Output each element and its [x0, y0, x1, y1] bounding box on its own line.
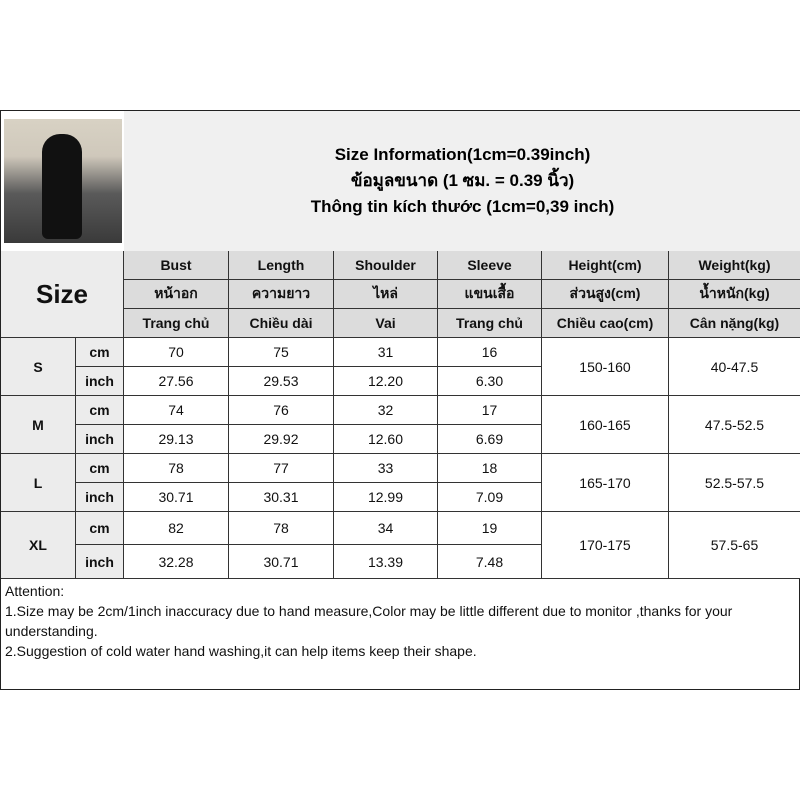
cell-cm: 32 — [334, 396, 438, 425]
unit-inch: inch — [76, 425, 124, 454]
column-header: Bust — [124, 251, 229, 280]
cell-inch: 12.99 — [334, 483, 438, 512]
attention-notes: Attention: 1.Size may be 2cm/1inch inacc… — [1, 579, 799, 663]
cell-inch: 30.71 — [124, 483, 229, 512]
model-figure — [42, 134, 82, 239]
cell-cm: 77 — [229, 454, 334, 483]
column-header: ความยาว — [229, 280, 334, 309]
cell-cm: 16 — [438, 338, 542, 367]
cell-inch: 30.71 — [229, 545, 334, 579]
cell-inch: 12.20 — [334, 367, 438, 396]
size-chart: Size Information(1cm=0.39inch) ข้อมูลขนา… — [0, 110, 800, 690]
cell-weight: 52.5-57.5 — [669, 454, 800, 512]
unit-inch: inch — [76, 483, 124, 512]
title-en: Size Information(1cm=0.39inch) — [334, 145, 591, 164]
attention-note-2: 2.Suggestion of cold water hand washing,… — [5, 643, 477, 659]
unit-cm: cm — [76, 396, 124, 425]
cell-weight: 40-47.5 — [669, 338, 800, 396]
attention-heading: Attention: — [5, 583, 65, 599]
column-header: Cân nặng(kg) — [669, 309, 800, 338]
cell-inch: 29.92 — [229, 425, 334, 454]
unit-cm: cm — [76, 338, 124, 367]
unit-inch: inch — [76, 367, 124, 396]
chart-title: Size Information(1cm=0.39inch) ข้อมูลขนา… — [124, 111, 800, 252]
cell-cm: 31 — [334, 338, 438, 367]
size-label: S — [1, 338, 76, 396]
column-header: Shoulder — [334, 251, 438, 280]
cell-cm: 78 — [124, 454, 229, 483]
cell-weight: 47.5-52.5 — [669, 396, 800, 454]
cell-inch: 7.09 — [438, 483, 542, 512]
column-header: Weight(kg) — [669, 251, 800, 280]
unit-inch: inch — [76, 545, 124, 579]
cell-inch: 30.31 — [229, 483, 334, 512]
cell-cm: 33 — [334, 454, 438, 483]
product-photo — [4, 119, 122, 243]
column-header: Sleeve — [438, 251, 542, 280]
unit-cm: cm — [76, 512, 124, 545]
cell-inch: 6.69 — [438, 425, 542, 454]
column-header: Height(cm) — [542, 251, 669, 280]
attention-note-1: 1.Size may be 2cm/1inch inaccuracy due t… — [5, 603, 733, 639]
cell-cm: 18 — [438, 454, 542, 483]
cell-height: 160-165 — [542, 396, 669, 454]
cell-inch: 12.60 — [334, 425, 438, 454]
cell-cm: 78 — [229, 512, 334, 545]
size-header: Size — [1, 251, 124, 338]
cell-height: 150-160 — [542, 338, 669, 396]
cell-cm: 82 — [124, 512, 229, 545]
cell-inch: 6.30 — [438, 367, 542, 396]
cell-height: 165-170 — [542, 454, 669, 512]
cell-inch: 27.56 — [124, 367, 229, 396]
cell-inch: 32.28 — [124, 545, 229, 579]
cell-cm: 70 — [124, 338, 229, 367]
cell-inch: 13.39 — [334, 545, 438, 579]
column-header: ไหล่ — [334, 280, 438, 309]
column-header: แขนเสื้อ — [438, 280, 542, 309]
cell-cm: 76 — [229, 396, 334, 425]
column-header: น้ำหนัก(kg) — [669, 280, 800, 309]
column-header: Chiều dài — [229, 309, 334, 338]
cell-cm: 75 — [229, 338, 334, 367]
unit-cm: cm — [76, 454, 124, 483]
column-header: Chiều cao(cm) — [542, 309, 669, 338]
cell-inch: 29.13 — [124, 425, 229, 454]
cell-inch: 29.53 — [229, 367, 334, 396]
column-header: หน้าอก — [124, 280, 229, 309]
cell-inch: 7.48 — [438, 545, 542, 579]
column-header: Length — [229, 251, 334, 280]
title-vi: Thông tin kích thước (1cm=0,39 inch) — [310, 197, 615, 216]
column-header: Trang chủ — [438, 309, 542, 338]
column-header: ส่วนสูง(cm) — [542, 280, 669, 309]
column-header: Vai — [334, 309, 438, 338]
cell-cm: 74 — [124, 396, 229, 425]
cell-cm: 34 — [334, 512, 438, 545]
title-th: ข้อมูลขนาด (1 ซม. = 0.39 นิ้ว) — [350, 171, 575, 190]
column-header: Trang chủ — [124, 309, 229, 338]
cell-cm: 17 — [438, 396, 542, 425]
cell-weight: 57.5-65 — [669, 512, 800, 579]
size-label: XL — [1, 512, 76, 579]
cell-height: 170-175 — [542, 512, 669, 579]
size-label: M — [1, 396, 76, 454]
size-label: L — [1, 454, 76, 512]
cell-cm: 19 — [438, 512, 542, 545]
